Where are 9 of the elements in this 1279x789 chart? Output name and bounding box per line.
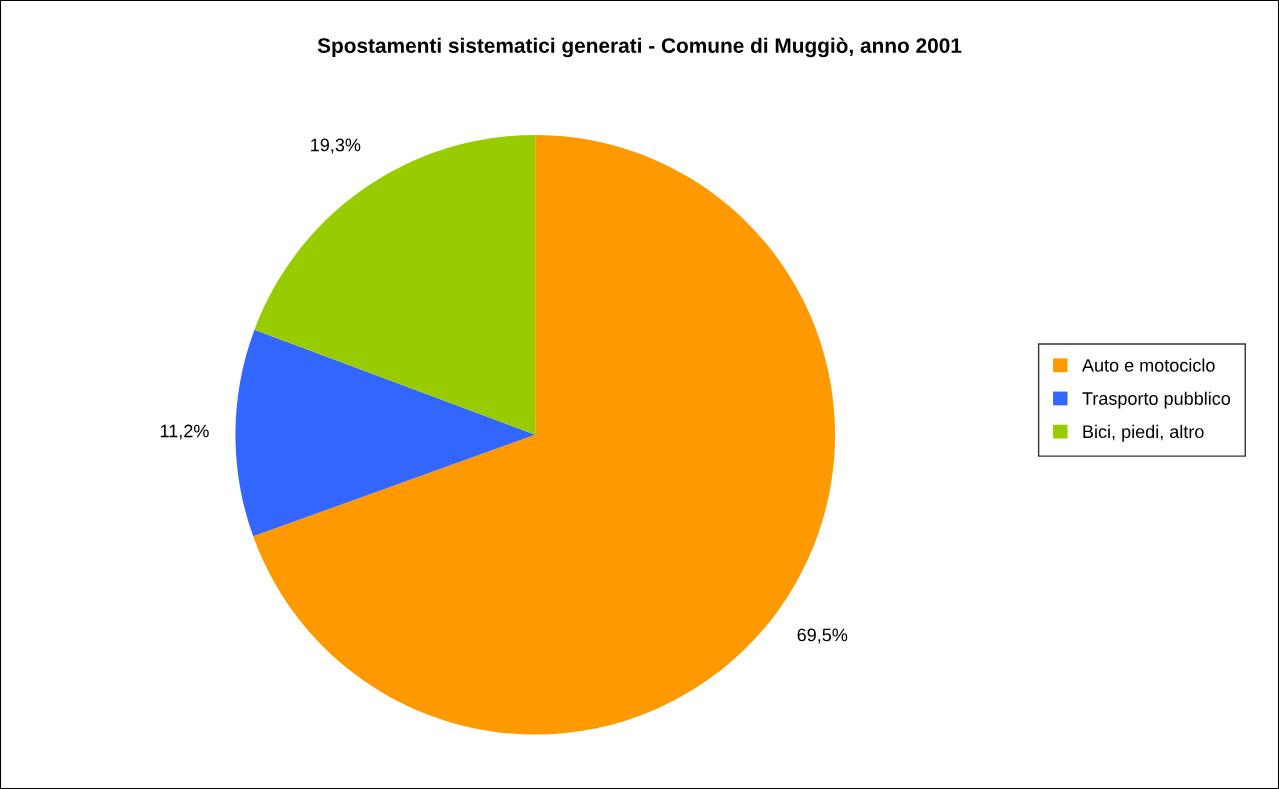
pie-slice	[254, 134, 536, 435]
data-label: 69,5%	[797, 628, 848, 644]
pie-slice	[235, 329, 536, 537]
data-label: 19,3%	[311, 138, 361, 154]
legend-label: Trasporto pubblico	[1082, 391, 1231, 409]
data-label: 11,2%	[160, 424, 209, 440]
legend-label: Bici, piedi, altro	[1083, 424, 1204, 442]
chart-title: Spostamenti sistematici generati - Comune di Muggiò, anno 2001	[317, 37, 962, 58]
legend-label: Auto e motociclo	[1081, 358, 1215, 372]
